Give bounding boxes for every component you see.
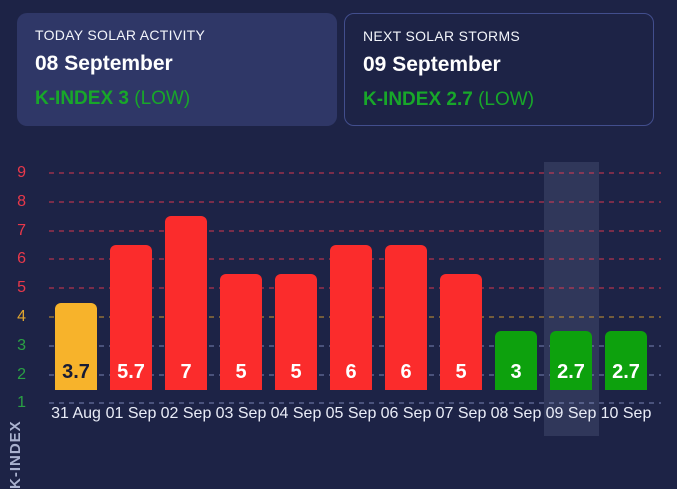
bar-value-label: 7 bbox=[180, 360, 192, 383]
bar-value-label: 5 bbox=[455, 360, 467, 383]
y-axis-title: K-INDEX bbox=[7, 420, 24, 489]
k-index-bar-chart: K-INDEX 1 2 3 4 5 6 7 8 9 3.7 31 Aug 5.7 01 Sep 7 02 S… bbox=[7, 162, 661, 489]
gridline-7 bbox=[49, 229, 661, 232]
bar-value-label: 6 bbox=[400, 361, 412, 383]
bar-10-sep[interactable]: 2.7 bbox=[605, 331, 647, 390]
card-date: 08 September bbox=[35, 52, 173, 75]
gridline-8 bbox=[49, 200, 661, 203]
y-tick-label-6: 6 bbox=[17, 250, 26, 268]
gridline-9 bbox=[49, 172, 661, 174]
bar-value-label: 5 bbox=[290, 360, 302, 383]
bar-03-sep[interactable]: 5 bbox=[220, 273, 262, 390]
bar-09-sep[interactable]: 2.7 bbox=[550, 331, 592, 390]
bar-05-sep[interactable]: 6 bbox=[330, 245, 372, 390]
y-tick-label-1: 1 bbox=[17, 394, 26, 412]
bar-06-sep[interactable]: 6 bbox=[385, 245, 427, 390]
bar-value-label: 5.7 bbox=[117, 361, 145, 383]
kindex-status: (LOW) bbox=[134, 88, 191, 109]
bar-01-sep[interactable]: 5.7 bbox=[110, 245, 152, 390]
bar-value-label: 5 bbox=[235, 360, 247, 383]
card-title: TODAY SOLAR ACTIVITY bbox=[35, 27, 206, 43]
x-tick-label-10-sep: 10 Sep bbox=[600, 405, 652, 422]
card-title: NEXT SOLAR STORMS bbox=[363, 28, 521, 44]
bar-value-label: 3 bbox=[510, 360, 522, 383]
x-tick-label-03-sep: 03 Sep bbox=[215, 405, 267, 422]
y-tick-label-9: 9 bbox=[17, 164, 26, 181]
x-tick-label-05-sep: 05 Sep bbox=[325, 405, 377, 422]
y-tick-label-3: 3 bbox=[17, 336, 26, 354]
gridline-1 bbox=[49, 402, 661, 405]
y-tick-label-7: 7 bbox=[17, 221, 26, 239]
x-tick-label-04-sep: 04 Sep bbox=[270, 405, 322, 422]
bar-value-label: 3.7 bbox=[62, 360, 90, 383]
bar-value-label: 2.7 bbox=[612, 360, 640, 383]
kindex-value: K-INDEX 2.7 bbox=[363, 89, 473, 110]
today-solar-activity-card: TODAY SOLAR ACTIVITY 08 September K-INDE… bbox=[17, 13, 337, 126]
x-tick-label-01-sep: 01 Sep bbox=[105, 405, 157, 422]
card-date: 09 September bbox=[363, 53, 501, 76]
x-tick-label-08-sep: 08 Sep bbox=[490, 405, 542, 422]
highlight-band bbox=[543, 162, 599, 436]
x-tick-label-02-sep: 02 Sep bbox=[160, 405, 212, 422]
x-tick-label-06-sep: 06 Sep bbox=[380, 405, 432, 422]
x-tick-label-09-sep: 09 Sep bbox=[545, 405, 597, 422]
kindex-status: (LOW) bbox=[478, 89, 535, 110]
bar-08-sep[interactable]: 3 bbox=[495, 331, 537, 390]
card-kindex: K-INDEX 3 (LOW) bbox=[35, 88, 319, 110]
bar-value-label: 2.7 bbox=[557, 360, 585, 383]
y-tick-label-5: 5 bbox=[17, 279, 26, 297]
bar-value-label: 6 bbox=[345, 361, 357, 383]
y-tick-label-2: 2 bbox=[17, 365, 26, 383]
x-tick-label-07-sep: 07 Sep bbox=[435, 405, 487, 422]
y-tick-label-8: 8 bbox=[17, 192, 26, 210]
next-solar-storms-card: NEXT SOLAR STORMS 09 September K-INDEX 2… bbox=[344, 13, 654, 126]
kindex-value: K-INDEX 3 bbox=[35, 88, 129, 109]
y-tick-label-4: 4 bbox=[17, 308, 26, 325]
bar-02-sep[interactable]: 7 bbox=[165, 216, 207, 390]
bar-07-sep[interactable]: 5 bbox=[440, 273, 482, 390]
bar-31-aug[interactable]: 3.7 bbox=[55, 302, 97, 390]
x-tick-label-31-aug: 31 Aug bbox=[51, 405, 101, 422]
card-kindex: K-INDEX 2.7 (LOW) bbox=[363, 89, 635, 111]
bar-04-sep[interactable]: 5 bbox=[275, 273, 317, 390]
